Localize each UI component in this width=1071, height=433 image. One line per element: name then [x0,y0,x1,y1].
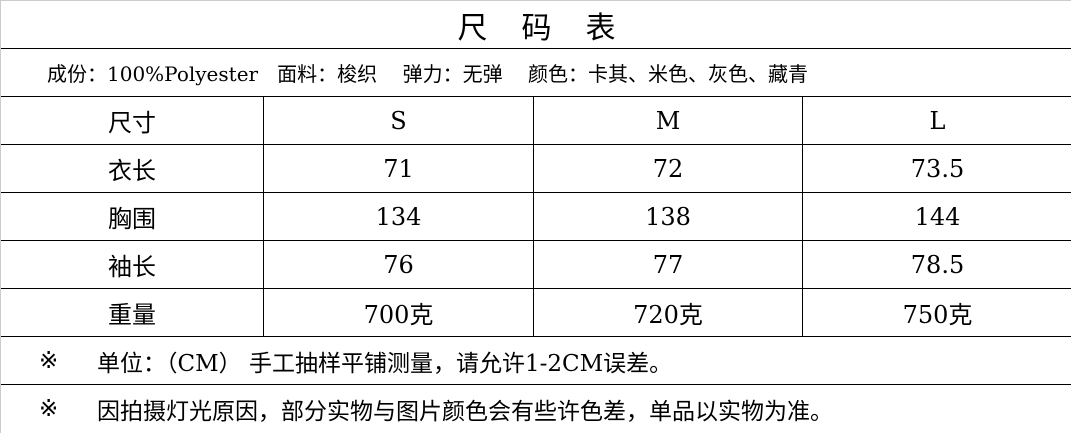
header-row: 尺寸 S M L [1,97,1071,145]
header-cell: S [264,97,534,144]
table-cell: 134 [264,193,534,240]
header-cell: 尺寸 [1,97,264,144]
table-cell: 750克 [902,301,973,329]
reference-mark-icon: ※ [39,396,59,422]
table-cell: 72 [534,145,803,192]
chart-title-row: 尺码表 [1,1,1071,49]
header-cell: L [929,106,946,135]
table-cell: 71 [264,145,534,192]
table-cell: 144 [914,202,961,231]
table-row: 重量 700克 720克 750克 [1,289,1071,337]
table-cell: 76 [264,241,534,288]
header-cell: M [534,97,803,144]
reference-mark-icon: ※ [39,347,59,374]
note-row: ※ 单位：（CM） 手工抽样平铺测量，请允许1-2CM误差。 [1,337,1071,385]
table-cell: 73.5 [910,154,965,183]
row-label: 衣长 [1,145,264,192]
table-row: 胸围 134 138 144 [1,193,1071,241]
table-row: 袖长 76 77 78.5 [1,241,1071,289]
note-row: ※ 因拍摄灯光原因，部分实物与图片颜色会有些许色差，单品以实物为准。 [1,385,1071,433]
note-text: 因拍摄灯光原因，部分实物与图片颜色会有些许色差，单品以实物为准。 [97,399,833,425]
row-label: 重量 [1,289,264,336]
note-text: 单位：（CM） 手工抽样平铺测量，请允许1-2CM误差。 [97,350,673,377]
table-cell: 700克 [264,289,534,336]
row-label: 胸围 [1,193,264,240]
table-cell: 720克 [534,289,803,336]
product-info: 成份：100%Polyester 面料：梭织 弹力：无弹 颜色：卡其、米色、灰色… [1,49,1071,97]
table-cell: 77 [534,241,803,288]
row-label: 袖长 [1,241,264,288]
table-cell: 78.5 [910,250,965,279]
table-cell: 138 [534,193,803,240]
table-row: 衣长 71 72 73.5 [1,145,1071,193]
chart-title: 尺码表 [457,10,650,46]
